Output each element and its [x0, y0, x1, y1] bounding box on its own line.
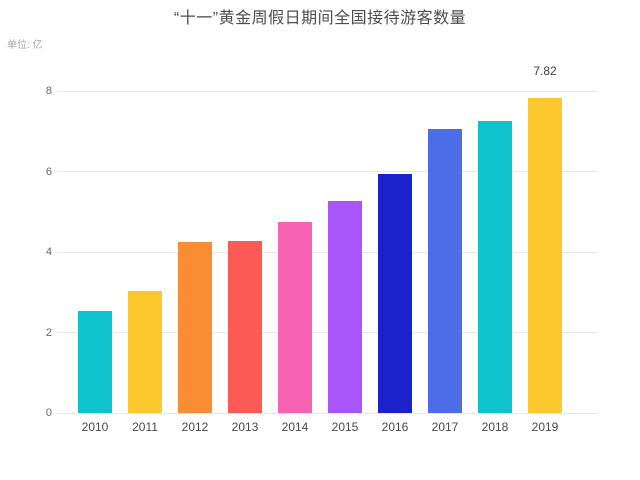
- x-tick-label-2013: 2013: [231, 420, 259, 434]
- bar-2016: [378, 174, 412, 413]
- y-tick-label: 6: [45, 165, 52, 178]
- bar-2014: [278, 222, 312, 413]
- x-tick-label-2017: 2017: [431, 420, 459, 434]
- value-label-2019: 7.82: [533, 64, 557, 78]
- x-tick-label-2011: 2011: [132, 420, 158, 434]
- y-tick-label: 0: [45, 407, 52, 419]
- y-tick-label: 8: [45, 85, 52, 97]
- bar-2012: [178, 242, 212, 413]
- bar-2010: [78, 311, 112, 413]
- x-tick-label-2014: 2014: [281, 420, 309, 434]
- gridline-y-2: [57, 332, 597, 333]
- bar-2017: [428, 129, 462, 413]
- x-tick-label-2016: 2016: [381, 420, 409, 434]
- x-tick-label-2015: 2015: [331, 420, 359, 434]
- bar-2015: [328, 201, 362, 413]
- y-tick-label: 2: [45, 326, 52, 339]
- gridline-y-4: [57, 251, 597, 253]
- bar-2018: [478, 121, 512, 413]
- gridline-y-0: [57, 412, 597, 414]
- y-tick-label: 4: [45, 246, 52, 258]
- x-tick-label-2010: 2010: [81, 420, 109, 434]
- x-tick-label-2018: 2018: [481, 420, 509, 434]
- y-axis-unit-label: 单位: 亿: [7, 40, 43, 51]
- bar-2011: [128, 291, 162, 413]
- chart-title: “十一”黄金周假日期间全国接待游客数量: [173, 10, 467, 27]
- gridline-y-8: [57, 90, 597, 92]
- x-tick-label-2012: 2012: [181, 420, 209, 434]
- gridline-y-6: [57, 171, 597, 172]
- x-tick-label-2019: 2019: [531, 420, 559, 434]
- bar-2019: [528, 98, 562, 413]
- bar-2013: [228, 241, 262, 413]
